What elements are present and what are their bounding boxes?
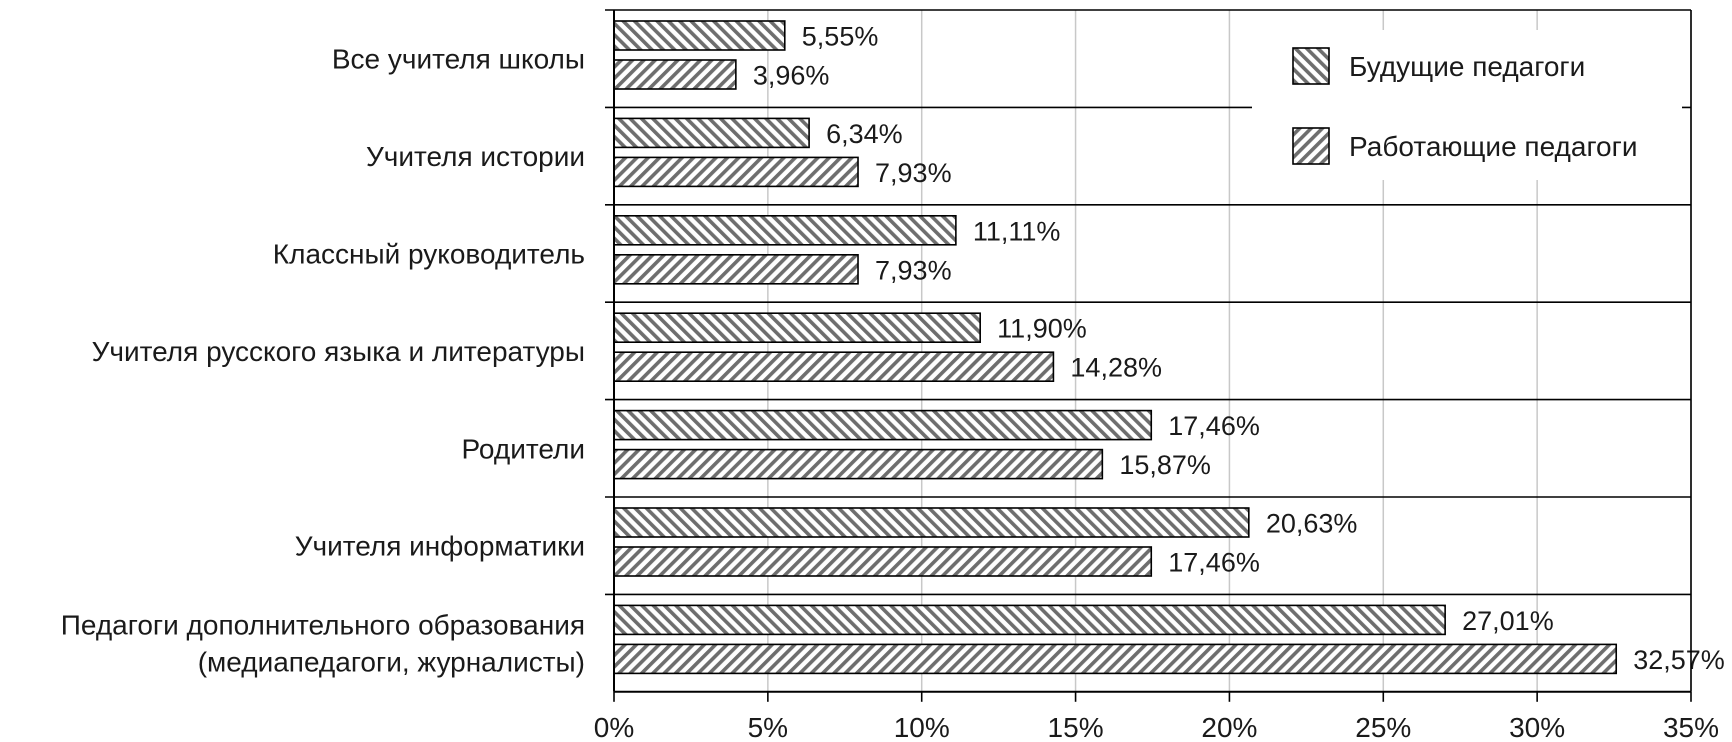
category-label: Родители xyxy=(461,433,585,464)
x-tick-label: 10% xyxy=(894,712,950,742)
bar xyxy=(613,254,859,285)
data-label: 5,55% xyxy=(802,22,879,52)
data-label: 27,01% xyxy=(1462,606,1554,636)
legend-swatch xyxy=(1292,47,1330,85)
x-tick-label: 20% xyxy=(1201,712,1257,742)
x-tick-label: 5% xyxy=(748,712,788,742)
x-tick-label: 35% xyxy=(1663,712,1719,742)
bar xyxy=(613,351,1055,383)
x-tick-label: 25% xyxy=(1355,712,1411,742)
data-label: 7,93% xyxy=(875,158,952,188)
legend-swatch xyxy=(1292,127,1330,165)
data-label: 17,46% xyxy=(1168,411,1260,441)
bar xyxy=(613,312,981,344)
bar xyxy=(613,448,1104,480)
bar xyxy=(613,59,737,90)
category-separators xyxy=(605,9,1691,596)
data-label: 7,93% xyxy=(875,255,952,285)
x-tick-label: 30% xyxy=(1509,712,1565,742)
bar xyxy=(613,546,1153,577)
category-label: Педагоги дополнительного образования xyxy=(61,610,585,641)
x-axis: 0% 5% 10% 15% 20% 25% 30% 35% xyxy=(594,10,1719,742)
bar xyxy=(613,156,859,188)
category-label: (медиапедагоги, журналисты) xyxy=(198,647,585,678)
x-tick-label: 0% xyxy=(594,712,634,742)
data-label: 6,34% xyxy=(826,119,903,149)
bars xyxy=(613,20,1618,675)
category-label: Все учителя школы xyxy=(332,44,585,75)
value-labels: 5,55% 3,96% 6,34% 7,93% 11,11% 7,93% 11,90% 14,… xyxy=(753,22,1725,675)
data-label: 32,57% xyxy=(1633,645,1725,675)
bar xyxy=(613,409,1153,441)
category-label: Классный руководитель xyxy=(273,239,585,270)
data-label: 15,87% xyxy=(1119,450,1211,480)
legend-label: Работающие педагоги xyxy=(1349,131,1637,162)
data-label: 20,63% xyxy=(1266,509,1358,539)
bar xyxy=(613,215,957,246)
category-label: Учителя русского языка и литературы xyxy=(92,336,585,367)
data-label: 3,96% xyxy=(753,61,830,91)
data-label: 11,11% xyxy=(973,216,1061,246)
category-labels: Все учителя школы Учителя истории Классный… xyxy=(61,44,585,678)
bar xyxy=(613,117,810,149)
data-label: 11,90% xyxy=(997,314,1087,344)
data-label: 14,28% xyxy=(1070,353,1162,383)
category-label: Учителя информатики xyxy=(295,531,585,562)
category-label: Учителя истории xyxy=(366,141,585,172)
legend-label: Будущие педагоги xyxy=(1349,51,1585,82)
legend: Будущие педагоги Работающие педагоги xyxy=(1252,30,1682,180)
x-tick-label: 15% xyxy=(1048,712,1104,742)
data-label: 17,46% xyxy=(1168,548,1260,578)
bar xyxy=(613,643,1618,675)
bar xyxy=(613,604,1446,636)
bar xyxy=(613,507,1250,538)
bar xyxy=(613,20,786,51)
